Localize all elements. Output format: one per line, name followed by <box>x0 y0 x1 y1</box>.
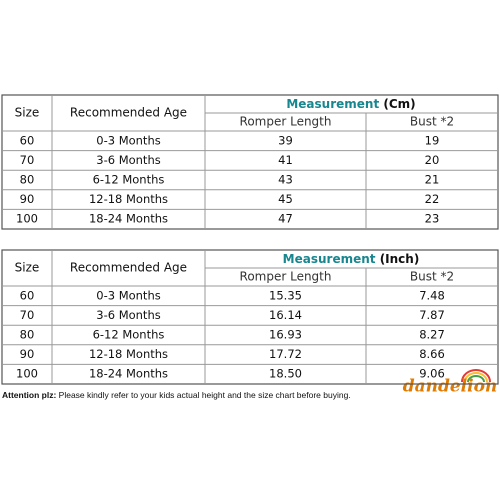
size-table: Size Recommended Age Measurement (Cm) Rompe… <box>1 94 499 230</box>
table-frame <box>1 94 499 230</box>
logo-text: dandelion <box>403 377 498 397</box>
header-length: Romper Length <box>240 270 332 284</box>
header-age: Recommended Age <box>70 261 187 275</box>
header-bust: Bust *2 <box>410 115 454 129</box>
cell: 6-12 Months <box>93 328 165 342</box>
cell: 18.50 <box>269 367 302 381</box>
cell: 39 <box>278 133 293 147</box>
cell: 0-3 Months <box>96 288 160 302</box>
cell: 17.72 <box>269 347 302 361</box>
cell: 100 <box>16 212 38 226</box>
cell: 8.66 <box>419 347 445 361</box>
cell: 80 <box>20 173 35 187</box>
cell: 70 <box>20 308 35 322</box>
measurement-label: Measurement <box>286 97 379 111</box>
cell: 43 <box>278 173 293 187</box>
cell: 90 <box>20 347 35 361</box>
cell: 8.27 <box>419 328 445 342</box>
cell: 19 <box>425 133 440 147</box>
cell: 22 <box>425 192 440 206</box>
header-size: Size <box>15 106 40 120</box>
measurement-unit: (Cm) <box>383 97 415 111</box>
cell: 100 <box>16 367 38 381</box>
size-table: Size Recommended Age Measurement (Inch) Rom… <box>1 249 499 385</box>
cell: 60 <box>20 288 35 302</box>
cell: 0-3 Months <box>96 133 160 147</box>
cell: 21 <box>425 173 440 187</box>
header-age: Recommended Age <box>70 106 187 120</box>
header-size: Size <box>15 261 40 275</box>
logo: dandelion <box>403 369 498 397</box>
cell: 23 <box>425 212 440 226</box>
cell: 3-6 Months <box>96 153 160 167</box>
cell: 7.87 <box>419 308 445 322</box>
footer-label: Attention plz: <box>2 390 56 400</box>
cell: 7.48 <box>419 288 445 302</box>
header-bust: Bust *2 <box>410 270 454 284</box>
cell: 16.14 <box>269 308 302 322</box>
header-measurement: Measurement (Cm) <box>286 97 415 111</box>
cell: 9.06 <box>419 367 445 381</box>
header-measurement: Measurement (Inch) <box>283 252 420 266</box>
cell: 70 <box>20 153 35 167</box>
cell: 6-12 Months <box>93 173 165 187</box>
cell: 47 <box>278 212 293 226</box>
cell: 60 <box>20 133 35 147</box>
cell: 45 <box>278 192 293 206</box>
table-frame <box>1 249 499 385</box>
cell: 90 <box>20 192 35 206</box>
cell: 80 <box>20 328 35 342</box>
cell: 12-18 Months <box>89 347 168 361</box>
cell: 20 <box>425 153 440 167</box>
footer-note: Attention plz: Please kindly refer to yo… <box>2 390 351 400</box>
cell: 18-24 Months <box>89 212 168 226</box>
footer-text: Please kindly refer to your kids actual … <box>59 390 351 400</box>
cell: 12-18 Months <box>89 192 168 206</box>
cell: 15.35 <box>269 288 302 302</box>
measurement-unit: (Inch) <box>380 252 420 266</box>
measurement-label: Measurement <box>283 252 376 266</box>
cell: 16.93 <box>269 328 302 342</box>
cell: 18-24 Months <box>89 367 168 381</box>
cell: 41 <box>278 153 293 167</box>
cell: 3-6 Months <box>96 308 160 322</box>
header-length: Romper Length <box>240 115 332 129</box>
